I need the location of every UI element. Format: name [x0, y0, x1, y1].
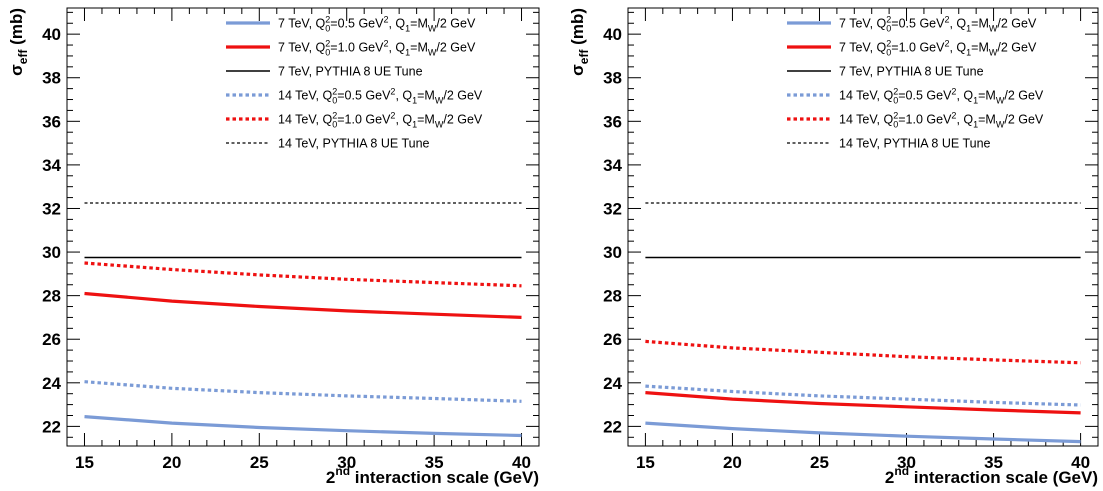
plot-frame [627, 7, 1099, 447]
legend-entry: 14 TeV, Q2 0=1.0 GeV2, Q1=MW/2 GeV [278, 111, 483, 130]
y-tick-label: 40 [603, 25, 622, 44]
y-tick-label: 26 [42, 330, 61, 349]
plot-frame [66, 7, 540, 447]
x-tick-label: 20 [723, 453, 742, 472]
right-chart-panel: 15 20 25 30 35 40 22 24 26 28 30 32 34 36 38 40 7 TeV, Q… [568, 7, 1099, 487]
y-tick-label: 32 [42, 199, 61, 218]
y-axis-title: σeff (mb) [7, 8, 30, 76]
x-tick-label: 15 [75, 453, 94, 472]
y-tick-label: 32 [603, 199, 622, 218]
series-line-3 [645, 384, 1081, 407]
legend-entry: 14 TeV, Q2 0=0.5 GeV2, Q1=MW/2 GeV [278, 87, 483, 106]
y-tick-label: 28 [42, 287, 61, 306]
x-tick-label: 35 [984, 453, 1003, 472]
x-tick-label: 25 [250, 453, 269, 472]
x-tick-label: 20 [162, 453, 181, 472]
y-tick-label: 40 [42, 25, 61, 44]
y-tick-label: 36 [42, 112, 61, 131]
y-tick-label: 38 [603, 69, 622, 88]
y-tick-label: 28 [603, 287, 622, 306]
y-tick-label: 30 [603, 243, 622, 262]
y-tick-label: 36 [603, 112, 622, 131]
y-tick-label: 34 [42, 156, 61, 175]
y-tick-label: 24 [603, 374, 622, 393]
y-tick-label: 26 [603, 330, 622, 349]
y-tick-label: 24 [42, 374, 61, 393]
series-line-4 [645, 339, 1081, 365]
legend-entry: 14 TeV, PYTHIA 8 UE Tune [278, 137, 430, 151]
y-tick-label: 38 [42, 69, 61, 88]
legend-entry: 7 TeV, PYTHIA 8 UE Tune [278, 65, 423, 79]
x-tick-label: 25 [810, 453, 829, 472]
series-line-3 [84, 380, 522, 403]
x-axis-title: 2nd interaction scale (GeV) [885, 464, 1098, 487]
series-line-4 [84, 261, 522, 288]
y-tick-label: 34 [603, 156, 622, 175]
y-tick-label: 22 [42, 417, 61, 436]
series-line-1 [645, 391, 1081, 415]
left-chart-panel: 15 20 25 30 35 40 22 24 26 28 30 32 34 36 38 40 7 TeV, Q… [7, 7, 540, 487]
legend-entry: 7 TeV, Q2 0=0.5 GeV2, Q1=MW/2 GeV [839, 15, 1037, 34]
legend-entry: 14 TeV, Q2 0=1.0 GeV2, Q1=MW/2 GeV [839, 111, 1044, 130]
legend-entry: 7 TeV, Q2 0=1.0 GeV2, Q1=MW/2 GeV [278, 39, 476, 58]
y-tick-label: 30 [42, 243, 61, 262]
x-tick-label: 30 [897, 453, 916, 472]
x-tick-label: 40 [1071, 453, 1090, 472]
legend-entry: 7 TeV, Q2 0=1.0 GeV2, Q1=MW/2 GeV [839, 39, 1037, 58]
legend-entry: 14 TeV, Q2 0=0.5 GeV2, Q1=MW/2 GeV [839, 87, 1044, 106]
series-line-1 [84, 291, 522, 319]
y-axis-title: σeff (mb) [568, 8, 591, 76]
y-tick-label: 22 [603, 417, 622, 436]
legend-entry: 7 TeV, PYTHIA 8 UE Tune [839, 65, 984, 79]
legend-entry: 7 TeV, Q2 0=0.5 GeV2, Q1=MW/2 GeV [278, 15, 476, 34]
x-tick-label: 30 [337, 453, 356, 472]
series-line-0 [84, 415, 522, 438]
x-tick-label: 15 [636, 453, 655, 472]
x-tick-label: 40 [512, 453, 531, 472]
x-tick-label: 35 [425, 453, 444, 472]
series-line-0 [645, 421, 1081, 444]
legend-entry: 14 TeV, PYTHIA 8 UE Tune [839, 137, 991, 151]
x-axis-title: 2nd interaction scale (GeV) [326, 464, 539, 487]
